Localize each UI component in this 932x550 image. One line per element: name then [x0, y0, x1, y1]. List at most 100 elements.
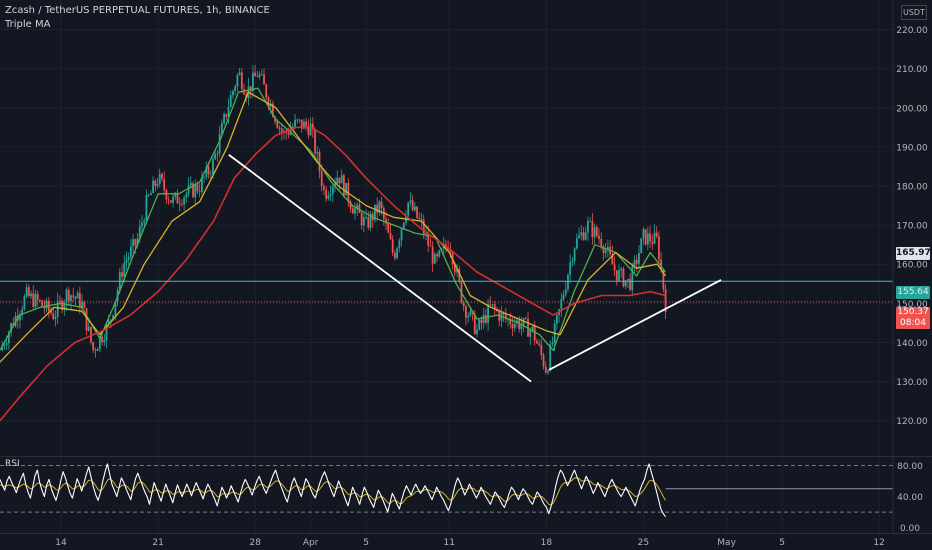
candle-body — [54, 316, 57, 320]
candle-body — [598, 235, 600, 239]
candle-body — [305, 121, 308, 127]
candle-body — [416, 206, 419, 218]
candle-body — [121, 272, 123, 277]
price-tick-label: 220.00 — [896, 26, 928, 36]
candle-body — [56, 300, 59, 317]
candle-body — [376, 204, 379, 213]
candle-body — [114, 301, 117, 316]
candle-body — [7, 332, 10, 344]
candle-body — [165, 189, 168, 200]
candle-body — [567, 274, 569, 290]
price-tick-label: 160.00 — [896, 261, 928, 271]
candle-body — [562, 294, 565, 300]
candle-body — [646, 233, 649, 245]
indicator-label[interactable]: Triple MA — [5, 19, 51, 30]
candle-body — [480, 319, 483, 324]
candle-body — [41, 300, 44, 306]
candle-body — [265, 84, 268, 98]
candle-body — [509, 318, 512, 325]
time-tick-label: 21 — [152, 538, 163, 548]
candle-body — [181, 203, 183, 205]
price-axis-bg — [893, 0, 932, 533]
price-tick-label: 120.00 — [896, 417, 928, 427]
candle-body — [98, 336, 101, 349]
candle-body — [145, 195, 148, 221]
candle-body — [90, 326, 92, 343]
candle-body — [21, 309, 24, 315]
candle-body — [662, 269, 665, 290]
candle-body — [298, 119, 301, 121]
candle-body — [39, 300, 41, 301]
candle-body — [325, 189, 328, 199]
candle-body — [329, 193, 332, 196]
chart-title[interactable]: Zcash / TetherUS PERPETUAL FUTURES, 1h, … — [5, 5, 270, 16]
candle-body — [544, 366, 547, 373]
candle-body — [203, 177, 206, 178]
candle-body — [96, 348, 99, 351]
candle-body — [27, 287, 30, 297]
candle-body — [524, 318, 527, 319]
candle-body — [615, 270, 618, 281]
candle-body — [491, 304, 494, 306]
candle-body — [433, 254, 436, 264]
candle-body — [70, 295, 72, 302]
candle-body — [611, 254, 614, 265]
price-tick-label: 190.00 — [896, 143, 928, 153]
ma-slow-line — [0, 126, 666, 422]
candle-body — [578, 235, 580, 239]
candle-body — [258, 74, 261, 77]
candle-body — [234, 86, 237, 91]
candle-body — [1, 345, 4, 351]
price-tick-label: 210.00 — [896, 65, 928, 75]
candle-body — [394, 252, 396, 259]
candle-body — [489, 304, 492, 306]
candle-body — [110, 319, 112, 321]
candle-body — [81, 301, 83, 308]
candle-body — [50, 310, 52, 314]
candle-body — [112, 315, 115, 320]
candle-body — [67, 289, 70, 302]
level-value-tag: 155.64 — [896, 286, 930, 299]
candle-body — [63, 302, 66, 310]
candle-body — [254, 72, 257, 77]
candle-body — [198, 191, 201, 193]
candle-body — [76, 292, 79, 299]
price-axis[interactable]: 120.00 130.00 140.00 150.00 160.00 170.00 180.… — [896, 26, 928, 427]
candle-body — [134, 239, 137, 246]
candle-body — [331, 186, 334, 194]
candle-body — [573, 248, 576, 261]
candle-body — [216, 153, 219, 155]
currency-badge[interactable]: USDT — [901, 5, 927, 20]
candle-body — [584, 232, 587, 240]
candle-body — [631, 265, 634, 290]
rsi-plot — [0, 463, 893, 518]
price-tick-label: 130.00 — [896, 378, 928, 388]
price-tick-label: 150.00 — [896, 300, 928, 310]
candle-body — [125, 259, 128, 263]
candle-body — [316, 152, 319, 154]
candle-body — [23, 296, 26, 310]
candle-body — [225, 114, 228, 117]
candle-body — [152, 180, 154, 193]
candle-body — [189, 183, 192, 186]
candle-body — [72, 295, 75, 297]
candle-body — [10, 323, 12, 333]
candle-body — [436, 254, 438, 257]
candle-body — [32, 293, 35, 307]
candle-body — [318, 152, 321, 172]
candle-body — [25, 287, 28, 297]
candle-body — [103, 340, 106, 343]
candle-body — [360, 212, 363, 226]
candle-body — [600, 238, 603, 247]
time-axis[interactable]: 14 21 28 Apr 5 11 18 25 May 5 12 — [55, 538, 885, 548]
candle-body — [300, 119, 303, 129]
rsi-label[interactable]: RSI — [5, 459, 20, 469]
candle-body — [147, 195, 150, 196]
candle-body — [200, 177, 203, 193]
candle-body — [378, 201, 381, 213]
candle-body — [276, 121, 279, 128]
candle-body — [431, 246, 434, 264]
candle-body — [183, 197, 186, 205]
candle-body — [633, 259, 636, 266]
